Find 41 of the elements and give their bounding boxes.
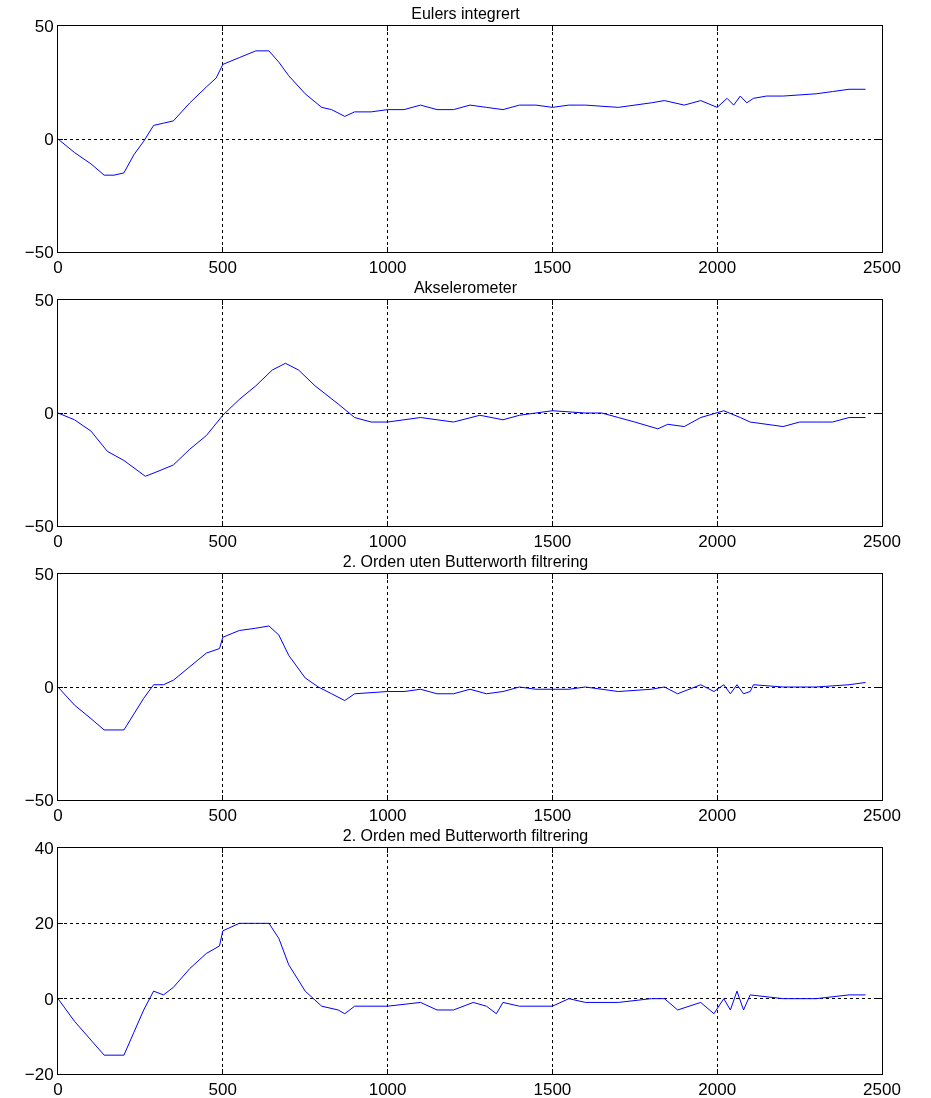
y-tick-label: 20 (34, 914, 54, 934)
y-tick-label: 50 (34, 564, 54, 584)
x-tick-label: 2000 (698, 1080, 737, 1098)
x-tick-label: 500 (208, 532, 237, 552)
x-tick-label: 2000 (698, 806, 737, 826)
x-tick-label: 2500 (863, 1080, 901, 1098)
y-tick-label: −20 (24, 1064, 54, 1084)
x-tick-label: 1500 (533, 1080, 572, 1098)
x-tick-label: 500 (208, 1080, 237, 1098)
x-tick-label: 1500 (533, 258, 572, 278)
y-tick-label: 0 (44, 989, 54, 1009)
x-tick-label: 2500 (863, 532, 901, 552)
y-tick-label: −50 (24, 242, 54, 262)
line-series (58, 922, 867, 1056)
y-tick-label: −50 (24, 790, 54, 810)
y-tick-label: −50 (24, 516, 54, 536)
y-tick-label: 0 (44, 129, 54, 149)
y-tick-label: 40 (34, 838, 54, 858)
x-tick-label: 1000 (368, 1080, 407, 1098)
chart-title: Eulers integrert (411, 5, 521, 22)
x-tick-label: 1000 (368, 532, 407, 552)
y-tick-label: 50 (34, 290, 54, 310)
x-tick-label: 1500 (533, 806, 572, 826)
line-series (58, 50, 867, 176)
y-tick-label: 0 (44, 677, 54, 697)
x-tick-label: 2500 (863, 806, 901, 826)
x-tick-label: 500 (208, 258, 237, 278)
y-tick-label: 0 (44, 403, 54, 423)
line-series (58, 625, 867, 731)
chart-title: 2. Orden med Butterworth filtrering (342, 827, 589, 844)
y-tick-label: 50 (34, 16, 54, 36)
x-tick-label: 2000 (698, 258, 737, 278)
x-tick-label: 2500 (863, 258, 901, 278)
x-tick-label: 1000 (368, 806, 407, 826)
x-tick-label: 1000 (368, 258, 407, 278)
chart-title: 2. Orden uten Butterworth filtrering (342, 553, 589, 570)
chart-title: Akselerometer (413, 279, 518, 296)
x-tick-label: 500 (208, 806, 237, 826)
x-tick-label: 2000 (698, 532, 737, 552)
x-tick-label: 1500 (533, 532, 572, 552)
line-series (58, 362, 867, 477)
